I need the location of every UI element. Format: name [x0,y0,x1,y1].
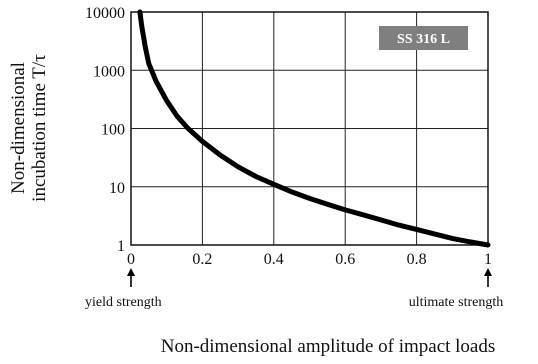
x-tick-labels: 0 0.2 0.4 0.6 0.8 1 [127,251,492,268]
x-tick-label: 1 [484,251,492,268]
material-badge-text: SS 316 L [397,32,450,47]
material-badge-box [379,26,468,50]
y-axis-label-line-1: Non-dimensional [8,62,29,194]
arrow-ultimate-icon [484,268,492,287]
y-tick-label: 10 [109,180,125,197]
y-tick-label: 100 [101,122,125,139]
x-tick-label: 0 [127,251,135,268]
data-series-curve [137,9,491,248]
y-tick-labels: 1 10 100 1000 10000 [85,5,125,255]
x-tick-label: 0.2 [192,251,212,268]
yield-strength-annotation: yield strength [85,295,162,310]
ultimate-strength-annotation: ultimate strength [409,295,503,310]
y-tick-label: 1 [117,238,125,255]
arrow-yield-icon [127,268,135,287]
x-tick-label: 0.4 [264,251,284,268]
material-badge: SS 316 L [379,26,468,50]
y-axis-label-line-2: incubation time T/τ [29,54,50,202]
y-tick-label: 10000 [85,5,125,22]
x-axis-label: Non-dimensional amplitude of impact load… [161,336,496,357]
x-tick-label: 0.8 [407,251,427,268]
plot-frame [130,11,489,246]
annotation-arrows [127,268,492,287]
x-tick-label: 0.6 [335,251,355,268]
y-tick-label: 1000 [93,63,125,80]
